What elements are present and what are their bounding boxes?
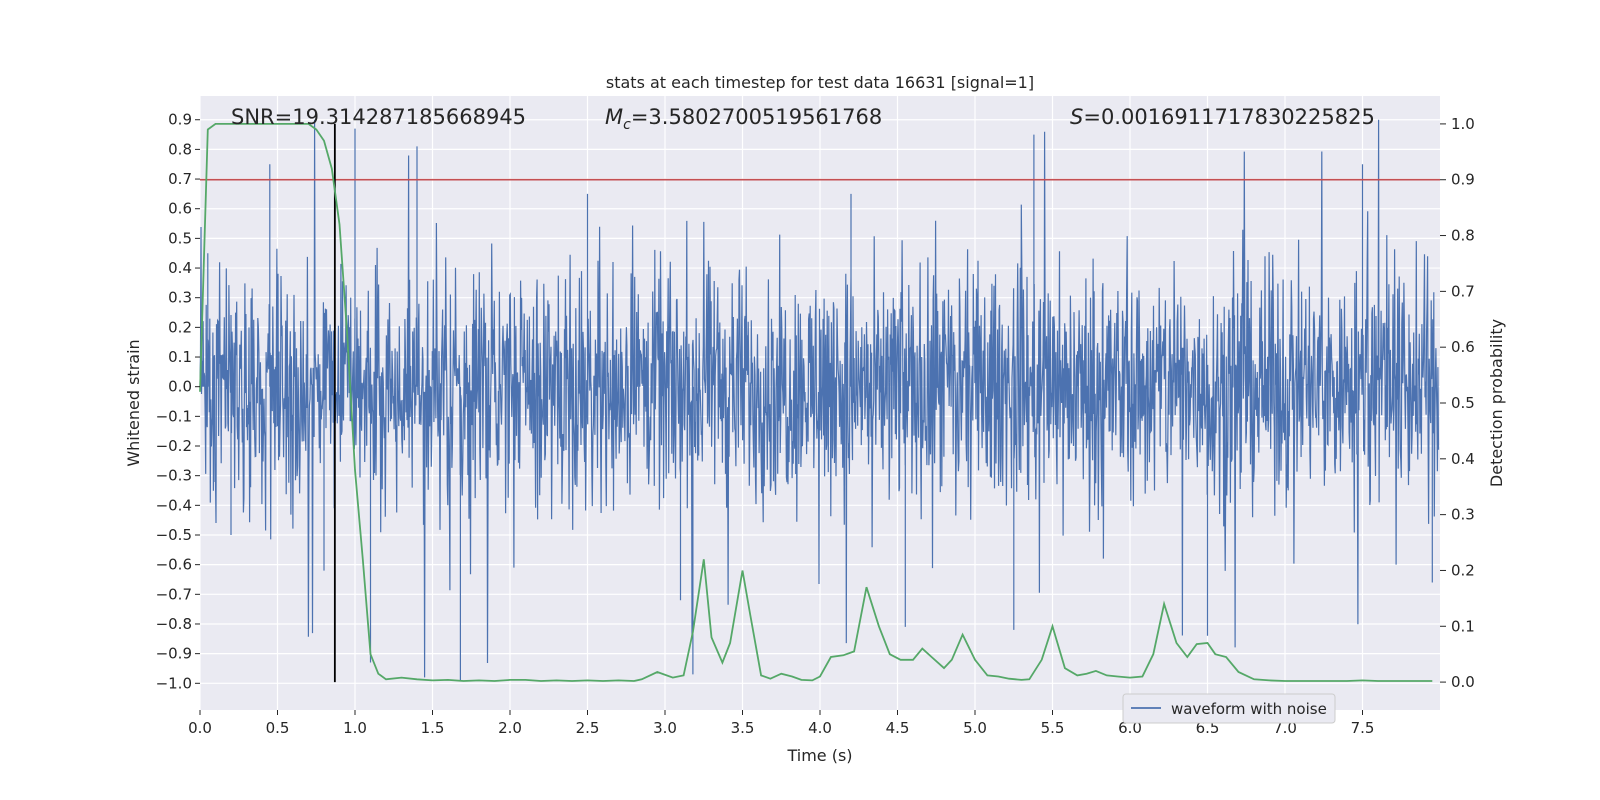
x-tick-label: 0.5: [266, 719, 290, 737]
left-y-tick-label: 0.4: [168, 259, 192, 277]
waveform-with-noise-series: [199, 119, 1440, 681]
left-y-tick-label: −0.3: [156, 467, 192, 485]
right-y-tick-label: 0.9: [1451, 171, 1475, 189]
x-tick-label: 3.5: [731, 719, 755, 737]
left-y-tick-label: 0.0: [168, 378, 192, 396]
chirp-mass-value: =3.5802700519561768: [631, 105, 882, 129]
left-y-tick-label: 0.2: [168, 318, 192, 336]
x-tick-label: 5.0: [963, 719, 987, 737]
right-y-tick-label: 0.1: [1451, 617, 1475, 635]
left-y-tick-label: 0.1: [168, 348, 192, 366]
x-tick-label: 2.0: [498, 719, 522, 737]
legend-box: [1122, 693, 1336, 724]
s-symbol: S: [1070, 105, 1083, 129]
right-y-tick-label: 0.2: [1451, 561, 1475, 579]
left-y-axis-label: Whitened strain: [124, 339, 143, 466]
legend-label: waveform with noise: [1171, 700, 1327, 718]
chirp-mass-annotation: Mc=3.5802700519561768: [605, 105, 882, 133]
right-y-tick-label: 0.7: [1451, 282, 1475, 300]
left-y-tick-label: 0.5: [168, 229, 192, 247]
left-y-axis-ticks: 0.9 0.8 0.7 0.6 0.5 0.4 0.3 0.2 0.1 0.0 −0.1 −0.2 −0…: [156, 111, 200, 692]
chart-title: stats at each timestep for test data 166…: [606, 73, 1034, 92]
left-y-tick-label: −0.4: [156, 496, 192, 514]
right-y-axis-label: Detection probability: [1487, 319, 1506, 487]
x-tick-label: 1.0: [343, 719, 367, 737]
right-y-tick-label: 0.8: [1451, 227, 1475, 245]
right-y-tick-label: 0.6: [1451, 338, 1475, 356]
left-y-tick-label: −1.0: [156, 674, 192, 692]
x-tick-label: 5.5: [1041, 719, 1065, 737]
left-y-tick-label: 0.3: [168, 289, 192, 307]
right-y-tick-label: 0.5: [1451, 394, 1475, 412]
left-y-tick-label: 0.6: [168, 200, 192, 218]
noise-trace: [199, 119, 1440, 681]
detection-probability-line: [199, 123, 1433, 682]
left-y-tick-label: 0.9: [168, 111, 192, 129]
s-annotation: S=0.0016911717830225825: [1070, 105, 1375, 129]
left-y-tick-label: −0.5: [156, 526, 192, 544]
x-tick-label: 2.5: [576, 719, 600, 737]
x-tick-label: 7.5: [1351, 719, 1375, 737]
s-value: =0.0016911717830225825: [1083, 105, 1375, 129]
legend: waveform with noise: [1122, 693, 1336, 724]
chirp-mass-subscript: c: [623, 117, 631, 133]
left-y-tick-label: −0.6: [156, 556, 192, 574]
left-y-tick-label: −0.7: [156, 585, 192, 603]
left-y-tick-label: −0.2: [156, 437, 192, 455]
x-tick-label: 4.0: [808, 719, 832, 737]
snr-annotation: SNR=19.314287185668945: [231, 105, 526, 129]
x-tick-label: 1.5: [421, 719, 445, 737]
chirp-mass-symbol: M: [605, 105, 623, 129]
right-y-axis-ticks: 1.0 0.9 0.8 0.7 0.6 0.5 0.4 0.3 0.2 0.1 0.0: [1440, 115, 1475, 691]
left-y-tick-label: −0.9: [156, 645, 192, 663]
left-y-tick-label: 0.7: [168, 170, 192, 188]
x-tick-label: 4.5: [886, 719, 910, 737]
left-y-tick-label: 0.8: [168, 140, 192, 158]
right-y-tick-label: 0.0: [1451, 673, 1475, 691]
right-y-tick-label: 1.0: [1451, 115, 1475, 133]
x-tick-label: 0.0: [188, 719, 212, 737]
right-y-tick-label: 0.3: [1451, 506, 1475, 524]
left-y-tick-label: −0.8: [156, 615, 192, 633]
left-y-tick-label: −0.1: [156, 407, 192, 425]
right-y-tick-label: 0.4: [1451, 450, 1475, 468]
x-tick-label: 3.0: [653, 719, 677, 737]
x-axis-label: Time (s): [786, 746, 852, 765]
